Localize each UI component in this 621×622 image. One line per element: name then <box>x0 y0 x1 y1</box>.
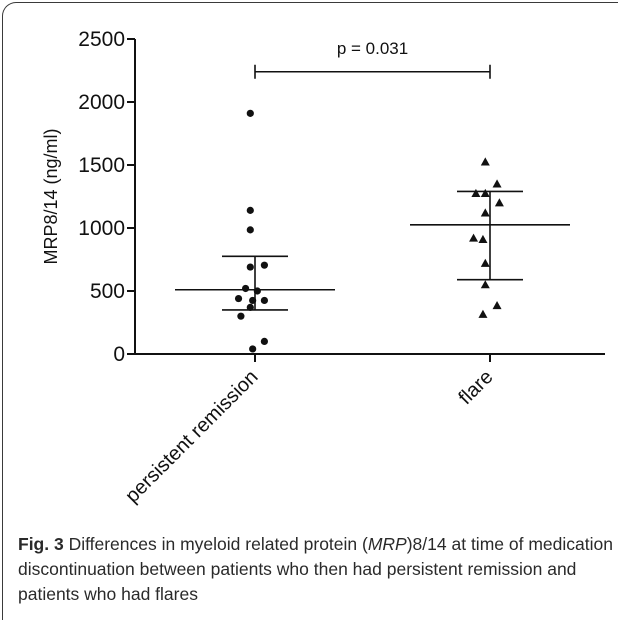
y-tick-label: 1000 <box>78 217 125 240</box>
data-point-triangle <box>494 198 504 207</box>
y-tick-label: 500 <box>90 280 125 303</box>
data-point-triangle <box>478 234 488 243</box>
data-point-triangle <box>478 309 488 318</box>
data-point-triangle <box>469 233 479 242</box>
y-tick-label: 2500 <box>78 28 125 51</box>
y-tick-label: 2000 <box>78 91 125 114</box>
x-category-label: persistent remission <box>121 366 262 507</box>
data-point-circle <box>246 226 254 234</box>
data-point-circle <box>260 296 268 305</box>
caption-text-before: Differences in myeloid related protein ( <box>63 534 368 554</box>
scatter-chart: 0 500 1000 1500 2000 2500 MRP8/14 (ng/ml) persi… <box>41 28 605 507</box>
data-point-circle <box>249 345 257 353</box>
data-point-circle <box>246 206 254 214</box>
y-tick-label: 1500 <box>78 154 125 177</box>
data-point-circle <box>237 312 245 320</box>
data-point-circle <box>249 296 257 305</box>
data-point-triangle <box>471 188 481 197</box>
data-point-triangle <box>492 300 502 310</box>
data-point-circle <box>246 303 254 311</box>
data-point-circle <box>234 294 243 303</box>
data-point-circle <box>260 261 268 269</box>
data-point-triangle <box>480 258 490 267</box>
caption-text-after: )8/14 at time of medication discontinuat… <box>18 534 613 604</box>
data-point-triangle <box>480 280 490 289</box>
caption-italic-abbreviation: MRP <box>367 534 407 554</box>
data-point-triangle <box>480 188 490 197</box>
p-value-annotation: p = 0.031 <box>337 39 408 58</box>
y-tick-label: 0 <box>113 343 125 366</box>
y-axis-label: MRP8/14 (ng/ml) <box>41 128 61 264</box>
x-category-label: flare <box>454 366 497 409</box>
data-point-circle <box>246 109 254 117</box>
data-point-circle <box>246 263 254 271</box>
data-point-circle <box>253 287 261 295</box>
caption-figure-label: Fig. 3 <box>18 534 64 554</box>
figure-caption: Fig. 3 Differences in myeloid related pr… <box>18 532 614 607</box>
data-point-triangle <box>480 208 490 217</box>
data-point-triangle <box>480 157 490 166</box>
data-point-circle <box>242 284 250 293</box>
data-point-triangle <box>492 179 502 188</box>
data-point-circle <box>260 337 268 345</box>
